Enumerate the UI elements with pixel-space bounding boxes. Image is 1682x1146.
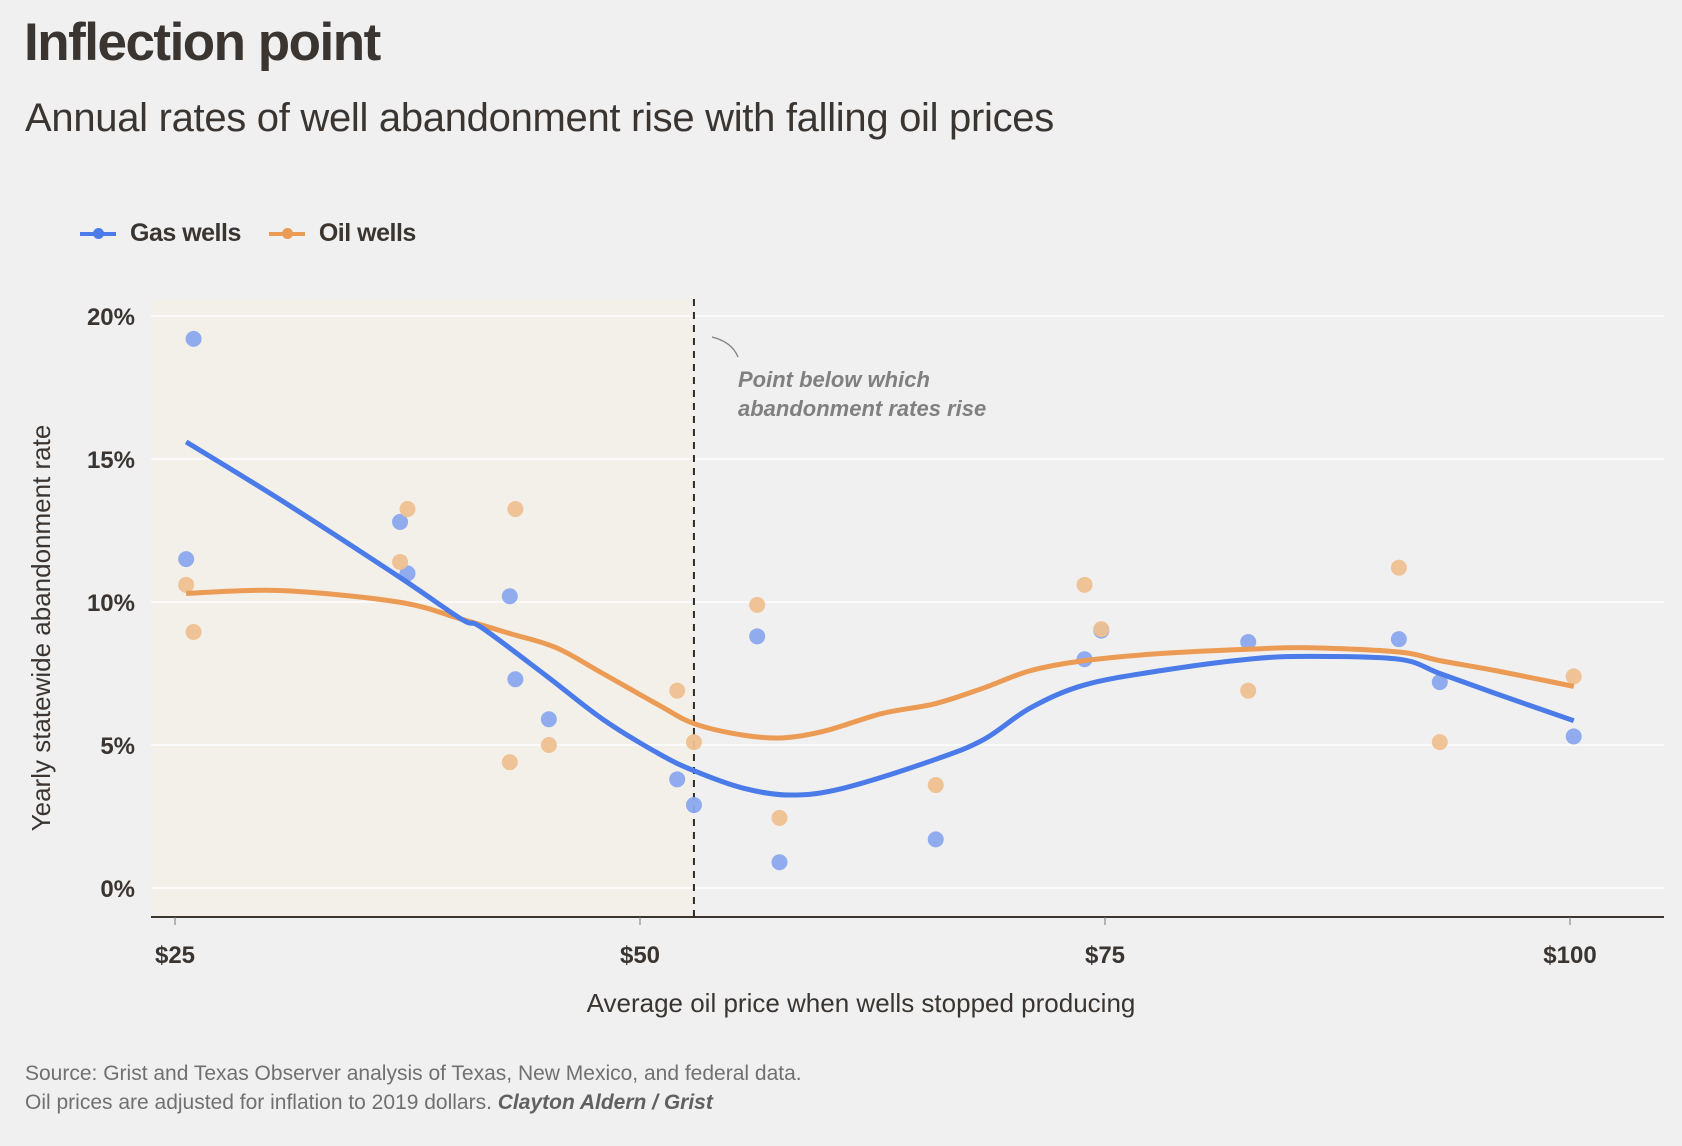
gas-wells-point xyxy=(178,551,195,568)
gas-wells-point xyxy=(507,671,524,688)
oil-wells-point xyxy=(540,737,557,753)
y-tick-label: 0% xyxy=(100,876,135,903)
gas-wells-trend-line xyxy=(184,439,1575,798)
y-axis-title: Yearly statewide abandonment rate xyxy=(26,425,56,832)
chart-title: Inflection point xyxy=(24,13,381,72)
gas-wells-point xyxy=(927,831,944,848)
gas-wells-point xyxy=(1431,674,1448,691)
oil-wells-point xyxy=(1565,668,1582,685)
gas-wells-point xyxy=(392,513,409,530)
oil-wells-point xyxy=(669,682,686,699)
inflation-note-text: Oil prices are adjusted for inflation to… xyxy=(25,1091,492,1114)
gas-wells-point xyxy=(1240,634,1257,651)
oil-wells-point xyxy=(685,734,702,751)
y-tick-label: 20% xyxy=(87,304,135,331)
annotation-leader-line xyxy=(711,336,739,358)
gas-wells-point xyxy=(685,797,702,814)
inflation-note: Oil prices are adjusted for inflation to… xyxy=(25,1088,802,1117)
oil-wells-point xyxy=(1093,621,1110,638)
gas-wells-point xyxy=(669,771,686,788)
chart-subtitle: Annual rates of well abandonment rise wi… xyxy=(25,96,1054,140)
legend: Gas wells Oil wells xyxy=(80,219,444,248)
annotation-line-1: Point below which xyxy=(738,367,930,392)
source-note: Source: Grist and Texas Observer analysi… xyxy=(25,1062,802,1085)
gas-wells-point xyxy=(749,628,766,645)
oil-wells-point xyxy=(178,576,195,593)
gas-wells-point xyxy=(1390,631,1407,648)
legend-label: Gas wells xyxy=(130,219,241,247)
gas-wells-point xyxy=(1565,728,1582,745)
x-tick-label: $50 xyxy=(620,942,660,969)
gas-wells-point xyxy=(185,330,202,347)
oil-wells-point xyxy=(399,501,416,518)
x-axis-title: Average oil price when wells stopped pro… xyxy=(587,988,1136,1018)
oil-wells-point xyxy=(1431,734,1448,751)
annotation-line-2: abandonment rates rise xyxy=(738,396,986,421)
gas-wells-point xyxy=(501,588,518,605)
credit: Clayton Aldern / Grist xyxy=(497,1091,713,1114)
gas-wells-point xyxy=(771,854,788,871)
oil-wells-swatch-icon xyxy=(268,227,305,239)
oil-wells-trend-line xyxy=(186,587,1575,741)
oil-wells-point xyxy=(1240,682,1257,699)
legend-item-gas-wells[interactable]: Gas wells xyxy=(80,219,241,248)
oil-wells-point xyxy=(507,501,524,518)
gas-wells-swatch-icon xyxy=(80,227,116,239)
oil-wells-point xyxy=(185,624,202,641)
oil-wells-point xyxy=(749,596,766,613)
x-tick-label: $75 xyxy=(1085,942,1125,969)
x-tick-label: $100 xyxy=(1543,942,1596,969)
oil-wells-point xyxy=(501,754,518,771)
y-tick-label: 5% xyxy=(100,733,135,760)
y-tick-label: 15% xyxy=(87,447,135,474)
oil-wells-point xyxy=(1076,576,1093,593)
oil-wells-point xyxy=(771,809,788,826)
x-tick-label: $25 xyxy=(155,942,195,969)
legend-label: Oil wells xyxy=(318,219,416,247)
y-tick-label: 10% xyxy=(87,590,135,617)
footer: Source: Grist and Texas Observer analysi… xyxy=(25,1059,802,1117)
oil-wells-point xyxy=(927,777,944,794)
oil-wells-point xyxy=(392,553,409,570)
legend-item-oil-wells[interactable]: Oil wells xyxy=(268,219,416,248)
oil-wells-point xyxy=(1390,559,1407,576)
gas-wells-point xyxy=(540,711,557,728)
